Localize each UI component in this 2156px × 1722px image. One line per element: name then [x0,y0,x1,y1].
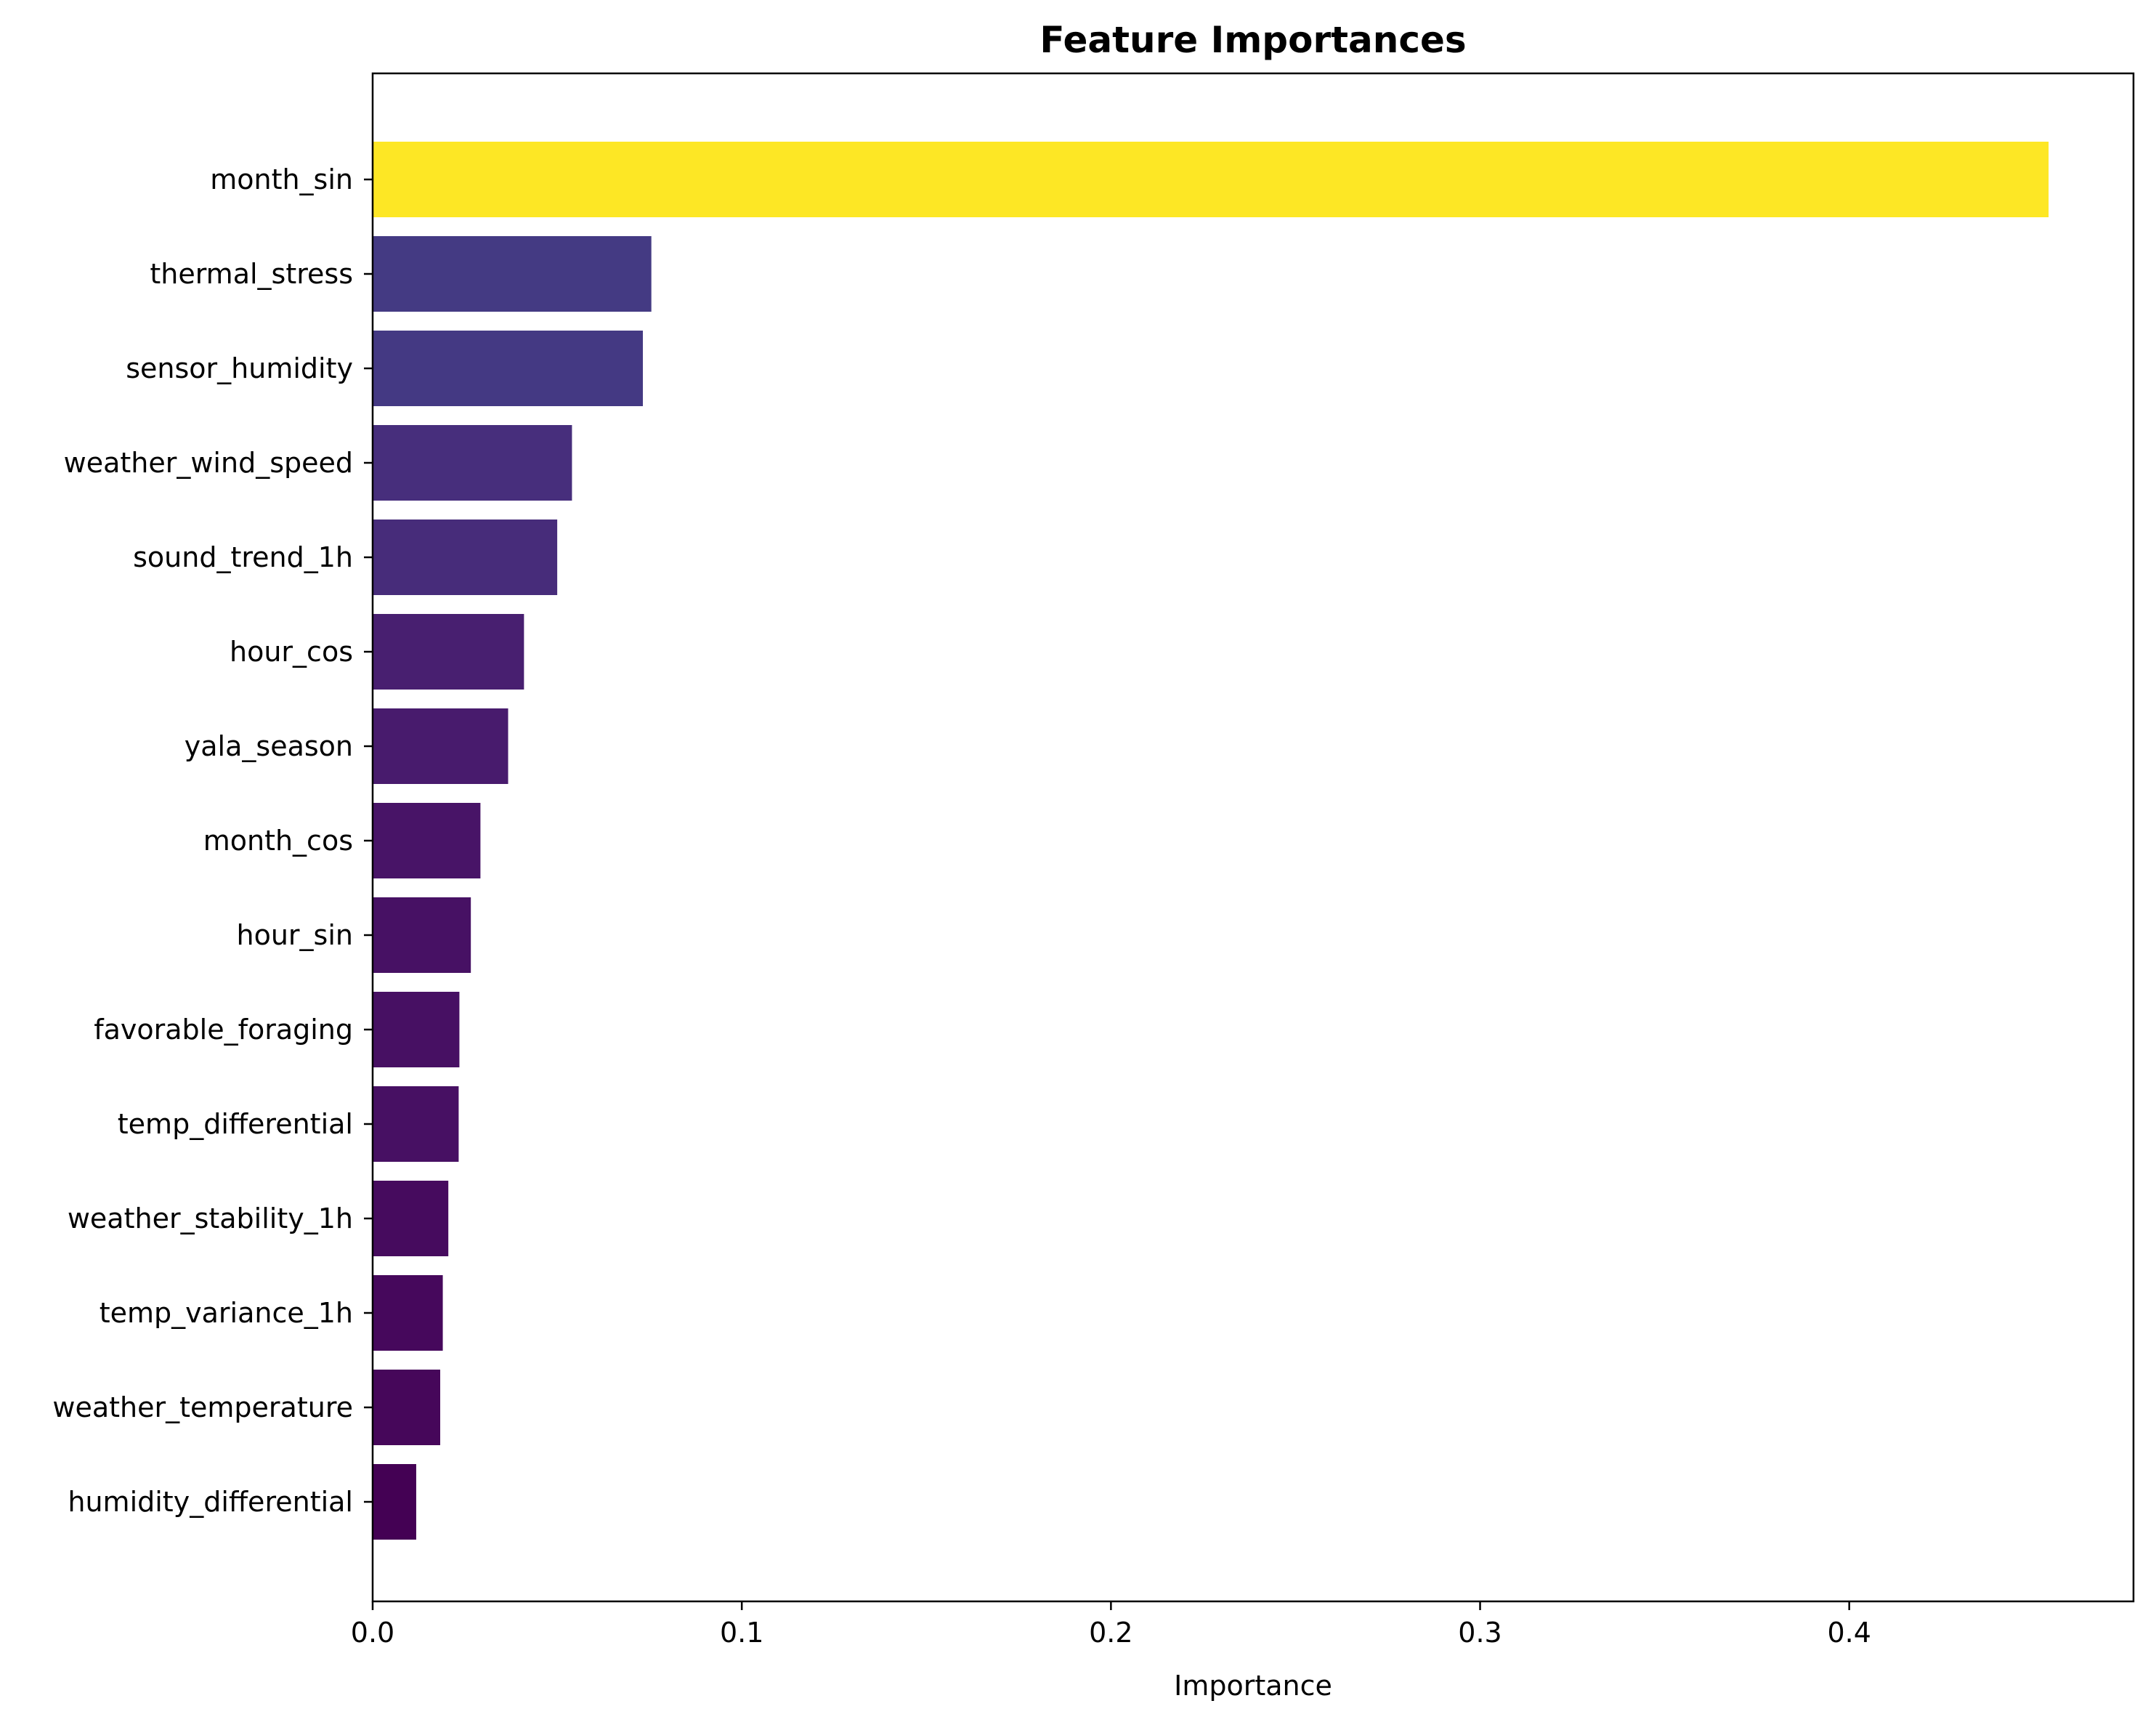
bar-thermal-stress [373,236,652,312]
x-tick-label: 0.1 [720,1617,763,1649]
y-tick-label: sound_trend_1h [133,541,353,573]
x-axis-ticks: 0.0 0.1 0.2 0.3 0.4 [351,1601,1871,1649]
bar-weather-temperature [373,1370,440,1445]
bar-weather-stability-1h [373,1181,449,1256]
chart-title: Feature Importances [1040,19,1466,61]
x-tick-label: 0.0 [351,1617,394,1649]
bar-yala-season [373,708,508,784]
bar-sensor-humidity [373,331,643,406]
x-tick-label: 0.2 [1089,1617,1132,1649]
bar-temp-variance-1h [373,1275,443,1351]
y-tick-label: weather_stability_1h [68,1202,353,1234]
y-tick-label: month_cos [203,825,353,857]
bar-sound-trend-1h [373,520,558,595]
bar-hour-sin [373,897,471,973]
y-tick-label: hour_sin [237,919,353,951]
y-tick-label: month_sin [210,163,353,195]
y-axis-ticks: month_sin thermal_stress sensor_humiditywe… [52,163,373,1518]
x-axis-label: Importance [1174,1670,1332,1702]
y-tick-label: thermal_stress [150,258,353,290]
y-tick-label: hour_cos [230,636,353,668]
y-tick-label: weather_temperature [52,1391,353,1423]
bar-month-sin [373,142,2049,217]
y-tick-label: favorable_foraging [94,1014,353,1046]
y-tick-label: humidity_differential [68,1486,353,1518]
bar-temp-differential [373,1086,459,1162]
bar-weather-wind-speed [373,425,572,501]
x-tick-label: 0.3 [1458,1617,1502,1649]
y-tick-label: yala_season [185,730,353,762]
y-tick-label: weather_wind_speed [64,447,353,479]
y-tick-label: sensor_humidity [126,352,353,384]
plot-frame [371,72,2135,1603]
bar-favorable-foraging [373,992,460,1067]
y-tick-label: temp_differential [118,1108,353,1140]
x-tick-label: 0.4 [1827,1617,1871,1649]
bar-hour-cos [373,614,524,690]
bar-humidity-differential [373,1464,416,1540]
bars [373,142,2049,1540]
y-tick-label: temp_variance_1h [100,1297,353,1329]
bar-month-cos [373,803,481,878]
